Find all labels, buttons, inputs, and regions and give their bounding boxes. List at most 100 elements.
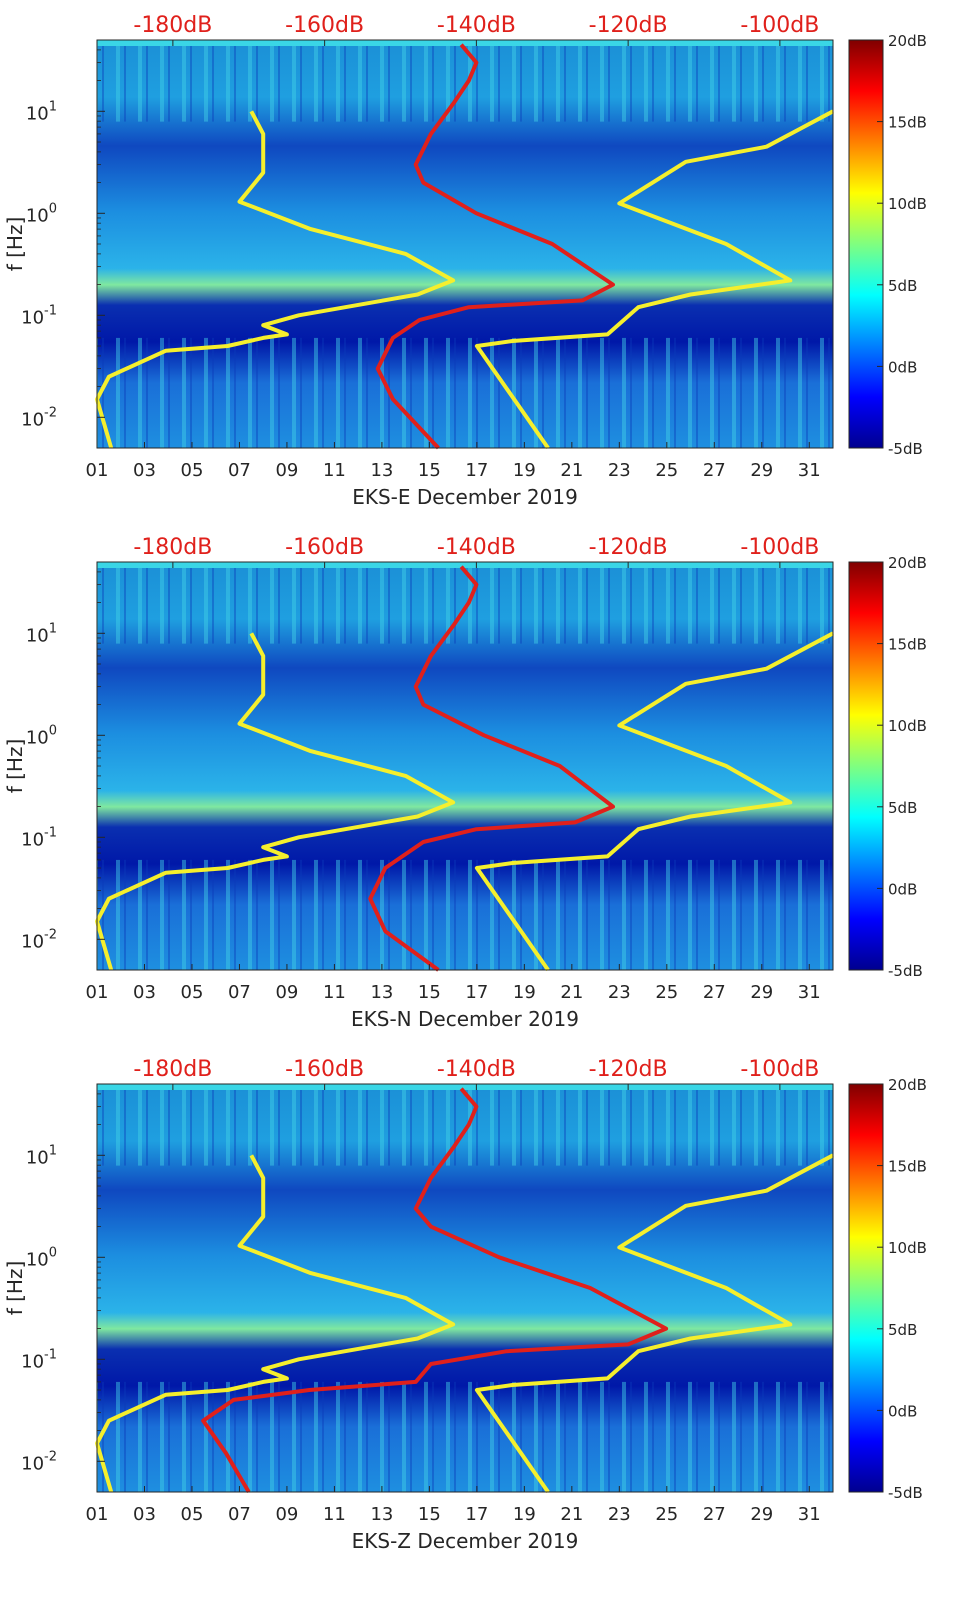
x-tick-label: 13 xyxy=(370,460,393,481)
x-tick-label: 23 xyxy=(608,460,631,481)
colorbar-tick-label: 20dB xyxy=(888,32,927,50)
yellow-high-curve xyxy=(474,109,834,450)
y-tick-label: 10-2 xyxy=(21,405,57,430)
top-tick-label: -160dB xyxy=(285,1057,364,1082)
x-tick-label: 19 xyxy=(513,982,536,1003)
colorbar-tick-label: 0dB xyxy=(888,1402,917,1420)
x-tick-label: 29 xyxy=(750,1504,773,1525)
panel-eks-z: 01 03 05 07 09 11 13 15 17 19 21 23 25 27 29 31 10-2 10-1… xyxy=(3,1057,927,1553)
spectrogram-streaks-low xyxy=(97,337,833,448)
y-axis-label: f [Hz] xyxy=(3,739,27,794)
x-tick-label: 11 xyxy=(323,982,346,1003)
x-tick-label: 03 xyxy=(133,460,156,481)
top-tick-label: -180dB xyxy=(133,1057,212,1082)
colorbar-tick-label: 0dB xyxy=(888,880,917,898)
yellow-low-curve xyxy=(95,110,456,449)
x-axis-label: EKS-E December 2019 xyxy=(352,485,578,509)
top-tick-label: -120dB xyxy=(589,535,668,560)
x-tick-label: 03 xyxy=(133,1504,156,1525)
x-tick-label: 27 xyxy=(703,460,726,481)
x-tick-label: 09 xyxy=(275,1504,298,1525)
yellow-high-curve xyxy=(474,631,834,972)
y-tick-label: 100 xyxy=(26,723,57,748)
x-tick-label: 29 xyxy=(750,460,773,481)
colorbar-tick-label: 0dB xyxy=(888,358,917,376)
colorbar-tick-label: -5dB xyxy=(888,1484,923,1502)
x-tick-label: 07 xyxy=(228,460,251,481)
y-axis-label: f [Hz] xyxy=(3,1261,27,1316)
top-tick-label: -180dB xyxy=(133,535,212,560)
y-tick-label: 100 xyxy=(26,1245,57,1270)
x-tick-label: 11 xyxy=(323,1504,346,1525)
x-tick-label: 31 xyxy=(798,982,821,1003)
x-tick-label: 25 xyxy=(655,460,678,481)
panel-eks-e: 01 03 05 07 09 11 13 15 17 19 21 23 25 27 29 31 10-2 10-1… xyxy=(3,13,927,509)
red-curve xyxy=(375,43,615,450)
x-tick-label: 05 xyxy=(181,1504,204,1525)
x-tick-label: 03 xyxy=(133,982,156,1003)
spectrogram-streaks-high xyxy=(97,1084,833,1166)
top-tick-label: -140dB xyxy=(437,535,516,560)
x-tick-label: 01 xyxy=(86,460,109,481)
spectrogram-streaks-low xyxy=(97,1381,833,1492)
top-tick-label: -120dB xyxy=(589,1057,668,1082)
x-tick-label: 31 xyxy=(798,460,821,481)
x-tick-label: 07 xyxy=(228,1504,251,1525)
x-tick-label: 15 xyxy=(418,460,441,481)
y-tick-label: 101 xyxy=(26,621,57,646)
red-curve xyxy=(201,1087,669,1494)
x-tick-label: 21 xyxy=(560,460,583,481)
x-tick-label: 21 xyxy=(560,1504,583,1525)
red-curve xyxy=(368,565,615,972)
top-tick-label: -140dB xyxy=(437,13,516,38)
colorbar-tick-label: -5dB xyxy=(888,962,923,980)
x-tick-label: 27 xyxy=(703,1504,726,1525)
panel-eks-n: 01 03 05 07 09 11 13 15 17 19 21 23 25 27 29 31 10-2 10-1… xyxy=(3,535,927,1031)
x-tick-label: 09 xyxy=(275,982,298,1003)
spectrogram-streaks-high xyxy=(97,40,833,122)
x-tick-label: 21 xyxy=(560,982,583,1003)
colorbar xyxy=(848,561,884,971)
x-tick-label: 07 xyxy=(228,982,251,1003)
x-tick-label: 13 xyxy=(370,1504,393,1525)
x-tick-label: 15 xyxy=(418,982,441,1003)
colorbar-tick-label: -5dB xyxy=(888,440,923,458)
colorbar-tick-label: 5dB xyxy=(888,277,917,295)
spectrogram-top-band xyxy=(97,40,833,46)
colorbar xyxy=(848,1083,884,1493)
top-tick-label: -100dB xyxy=(740,13,819,38)
top-tick-label: -120dB xyxy=(589,13,668,38)
x-tick-label: 27 xyxy=(703,982,726,1003)
yellow-high-curve xyxy=(474,1153,834,1494)
top-tick-label: -180dB xyxy=(133,13,212,38)
colorbar-tick-label: 10dB xyxy=(888,717,927,735)
x-tick-label: 31 xyxy=(798,1504,821,1525)
yellow-low-curve xyxy=(95,1154,456,1493)
y-tick-label: 10-1 xyxy=(21,303,57,328)
x-tick-label: 17 xyxy=(465,460,488,481)
y-tick-label: 10-1 xyxy=(21,825,57,850)
top-tick-label: -140dB xyxy=(437,1057,516,1082)
colorbar-tick-label: 15dB xyxy=(888,1158,927,1176)
x-tick-label: 23 xyxy=(608,982,631,1003)
colorbar-tick-label: 10dB xyxy=(888,195,927,213)
y-tick-label: 10-2 xyxy=(21,927,57,952)
y-tick-label: 10-2 xyxy=(21,1449,57,1474)
y-axis-label: f [Hz] xyxy=(3,217,27,272)
x-tick-label: 05 xyxy=(181,982,204,1003)
x-tick-label: 13 xyxy=(370,982,393,1003)
colorbar-tick-label: 20dB xyxy=(888,1076,927,1094)
y-tick-label: 101 xyxy=(26,99,57,124)
yellow-low-curve xyxy=(95,632,456,971)
top-tick-label: -160dB xyxy=(285,13,364,38)
x-tick-label: 23 xyxy=(608,1504,631,1525)
colorbar-tick-label: 20dB xyxy=(888,554,927,572)
top-tick-label: -100dB xyxy=(740,535,819,560)
colorbar-tick-label: 15dB xyxy=(888,636,927,654)
x-tick-label: 11 xyxy=(323,460,346,481)
top-tick-label: -160dB xyxy=(285,535,364,560)
colorbar-tick-label: 10dB xyxy=(888,1239,927,1257)
x-tick-label: 25 xyxy=(655,1504,678,1525)
y-tick-label: 101 xyxy=(26,1143,57,1168)
